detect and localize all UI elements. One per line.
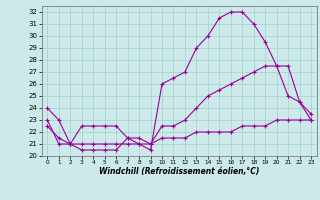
- X-axis label: Windchill (Refroidissement éolien,°C): Windchill (Refroidissement éolien,°C): [99, 167, 260, 176]
